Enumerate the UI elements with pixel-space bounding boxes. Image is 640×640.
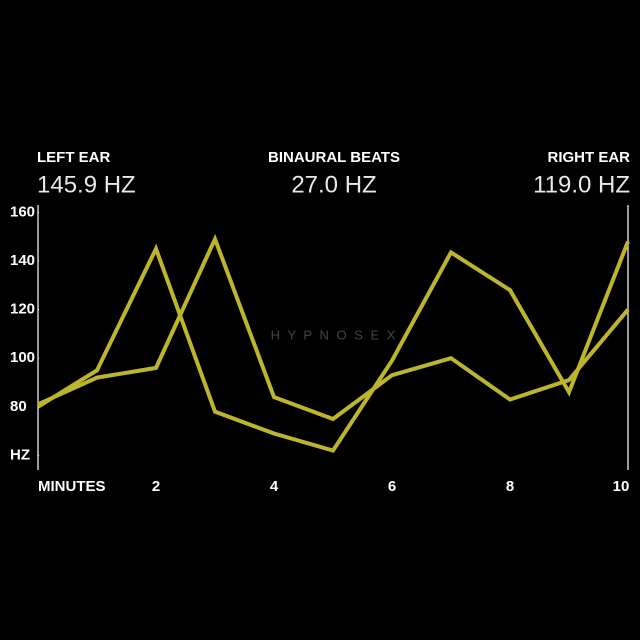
series-line (37, 233, 630, 422)
x-tick-label: 10 (613, 478, 630, 495)
x-tick-label: 6 (388, 478, 396, 495)
y-tick-label: 160 (10, 203, 35, 220)
readout-value: 145.9 HZ (37, 171, 136, 198)
readout-value: 119.0 HZ (533, 171, 630, 198)
readout-label: LEFT EAR (37, 149, 110, 166)
series-line (36, 240, 630, 453)
y-tick-label: HZ (10, 446, 30, 463)
x-tick-label: 2 (152, 478, 160, 495)
readout-label: RIGHT EAR (548, 149, 631, 166)
y-tick-label: 120 (10, 301, 35, 318)
watermark: H Y P N O S E X (271, 327, 398, 342)
y-tick-label: 80 (10, 398, 27, 415)
y-tick-label: 140 (10, 252, 35, 269)
readout-label: BINAURAL BEATS (268, 149, 400, 166)
x-tick-label: 4 (270, 478, 279, 495)
x-tick-label: 8 (506, 478, 514, 495)
x-tick-label: MINUTES (38, 478, 106, 495)
y-tick-label: 100 (10, 349, 35, 366)
readout-value: 27.0 HZ (291, 171, 376, 198)
